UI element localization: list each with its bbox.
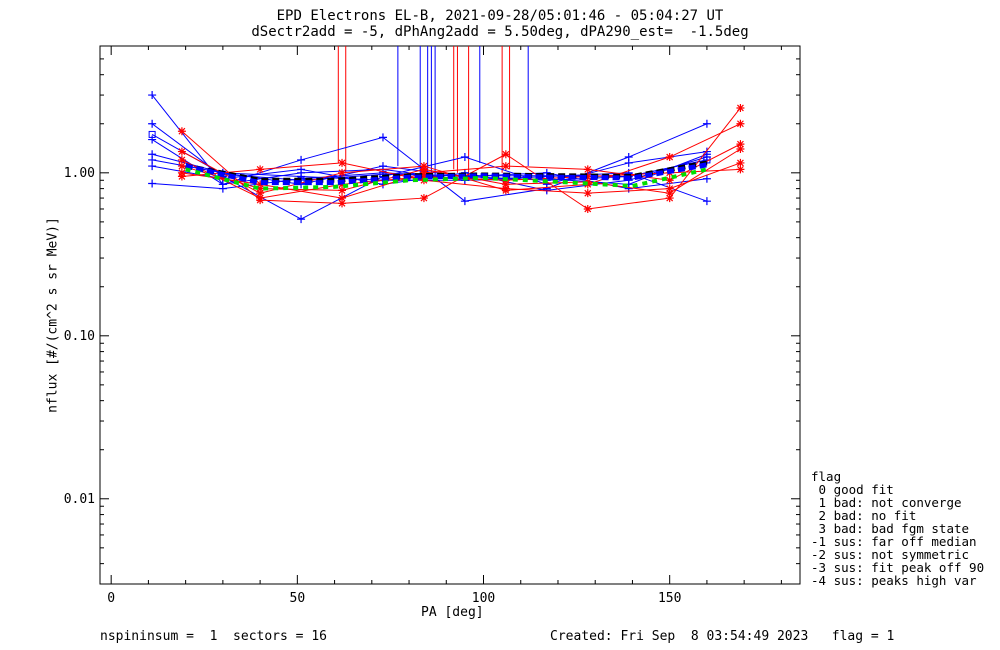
green-fit-line	[185, 167, 708, 191]
x-tick-label: 50	[290, 591, 306, 606]
plus-marker	[702, 119, 711, 128]
star-marker	[177, 147, 186, 156]
star-marker	[177, 155, 186, 164]
star-marker	[736, 145, 745, 154]
plus-marker	[148, 135, 157, 144]
plus-marker	[702, 174, 711, 183]
x-axis-label: PA [deg]	[421, 605, 484, 620]
plus-marker	[218, 184, 227, 193]
star-marker	[338, 168, 347, 177]
chart-subtitle: dSectr2add = -5, dPhAng2add = 5.50deg, d…	[251, 24, 749, 40]
star-marker	[736, 103, 745, 112]
star-marker	[256, 165, 265, 174]
star-marker	[665, 189, 674, 198]
plus-marker	[148, 162, 157, 171]
star-marker	[256, 189, 265, 198]
star-marker	[583, 172, 592, 181]
legend-item: -3 sus: fit peak off 90	[811, 560, 985, 575]
star-marker	[256, 184, 265, 193]
star-marker	[665, 176, 674, 185]
x-tick-label: 100	[472, 591, 495, 606]
star-marker	[338, 158, 347, 167]
legend-item: 2 bad: no fit	[811, 508, 917, 523]
star-marker	[665, 153, 674, 162]
star-marker	[736, 158, 745, 167]
star-marker	[338, 186, 347, 195]
plus-marker	[297, 215, 306, 224]
y-tick-label: 0.10	[64, 329, 95, 344]
star-marker	[419, 194, 428, 203]
star-marker	[338, 199, 347, 208]
star-marker	[736, 119, 745, 128]
y-axis-label: nflux [#/(cm^2 s sr MeV)]	[45, 217, 61, 413]
star-marker	[501, 150, 510, 159]
y-tick-label: 1.00	[64, 166, 95, 181]
flag-legend: flag 0 good fit 1 bad: not converge 2 ba…	[811, 470, 984, 587]
plus-marker	[148, 179, 157, 188]
plus-marker	[148, 91, 157, 100]
chart-title: EPD Electrons EL-B, 2021-09-28/05:01:46 …	[276, 8, 724, 24]
x-tick-label: 0	[107, 591, 115, 606]
star-marker	[501, 180, 510, 189]
star-marker	[177, 127, 186, 136]
legend-item: -2 sus: not symmetric	[811, 547, 970, 562]
legend-item: -1 sus: far off median	[811, 534, 977, 549]
y-tick-label: 0.01	[64, 492, 95, 507]
plot-frame	[99, 45, 801, 585]
plus-marker	[460, 197, 469, 206]
plus-marker	[378, 133, 387, 142]
star-marker	[583, 165, 592, 174]
star-marker	[665, 184, 674, 193]
star-marker	[583, 204, 592, 213]
star-marker	[256, 180, 265, 189]
star-marker	[736, 140, 745, 149]
legend-item: 0 good fit	[811, 482, 894, 497]
footer-right: Created: Fri Sep 8 03:54:49 2023 flag = …	[550, 629, 895, 644]
legend-item: 3 bad: bad fgm state	[811, 521, 970, 536]
plus-marker	[297, 165, 306, 174]
legend-title: flag	[811, 469, 842, 484]
plus-marker	[378, 162, 387, 171]
legend-item: -4 sus: peaks high var	[811, 573, 977, 588]
star-marker	[501, 162, 510, 171]
blue-fit-line	[185, 162, 708, 186]
star-marker	[736, 165, 745, 174]
star-marker	[177, 162, 186, 171]
star-marker	[419, 172, 428, 181]
plus-marker	[297, 155, 306, 164]
plus-marker	[148, 119, 157, 128]
star-marker	[177, 172, 186, 181]
footer-left: nspininsum = 1 sectors = 16	[100, 629, 327, 644]
legend-item: 1 bad: not converge	[811, 495, 962, 510]
plus-marker	[460, 153, 469, 162]
red-series-line	[181, 162, 741, 194]
square-marker	[148, 130, 156, 138]
star-marker	[419, 165, 428, 174]
star-marker	[665, 194, 674, 203]
star-marker	[501, 184, 510, 193]
star-marker	[338, 194, 347, 203]
plus-marker	[702, 197, 711, 206]
star-marker	[256, 194, 265, 203]
plus-marker	[624, 158, 633, 167]
x-tick-label: 150	[658, 591, 681, 606]
star-marker	[583, 189, 592, 198]
